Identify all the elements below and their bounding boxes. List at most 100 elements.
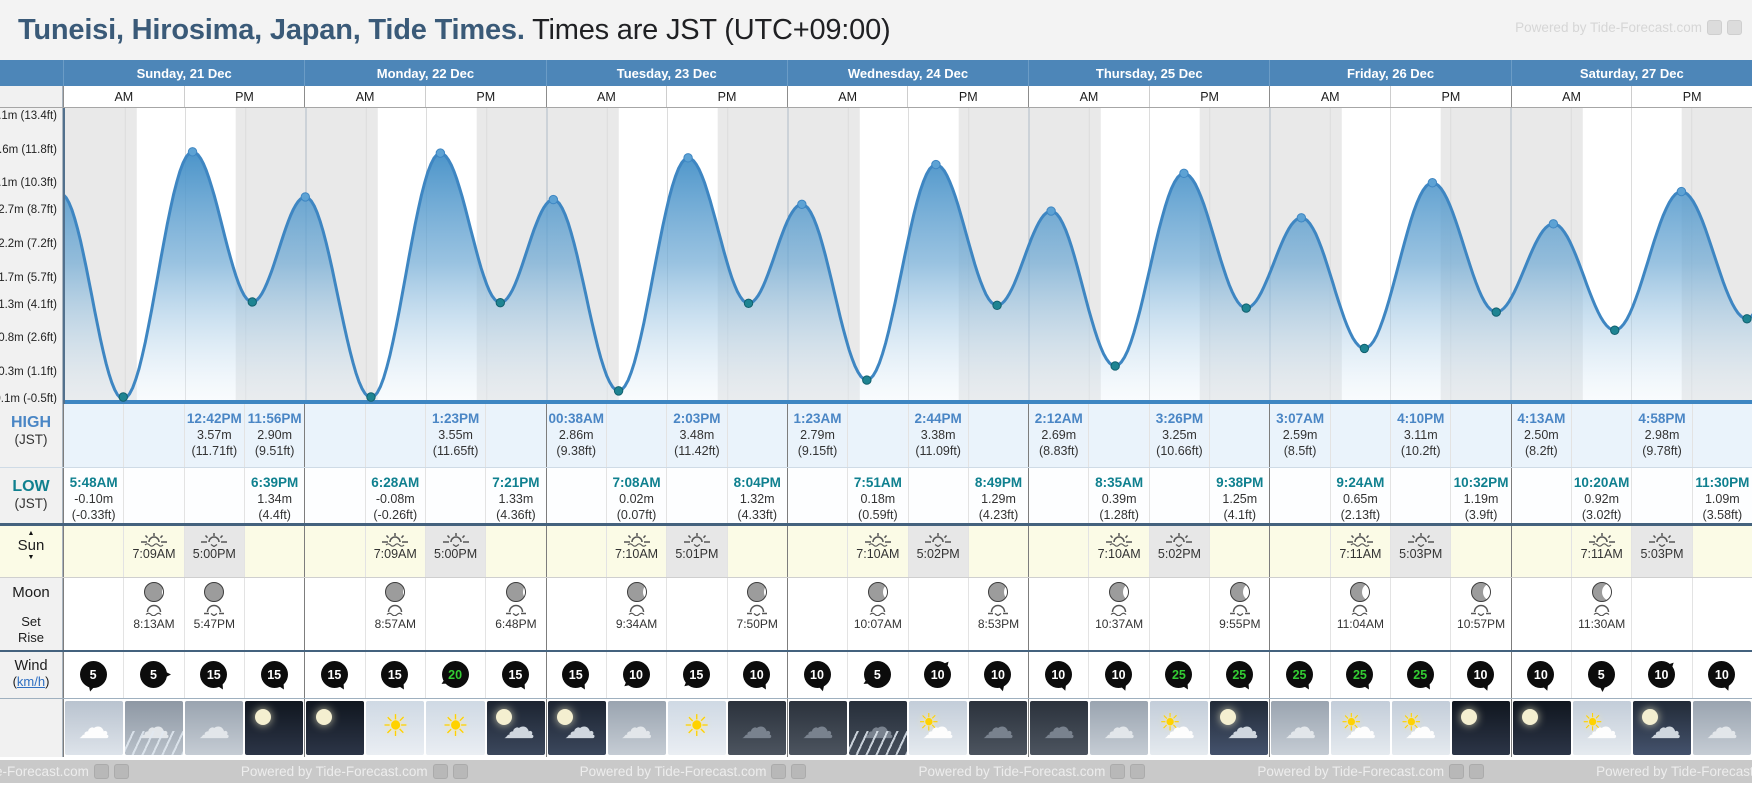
low-tide-entry-time: 6:28AM [371, 475, 420, 490]
footer-powered-by-text[interactable]: Powered by Tide-Forecast.com [918, 764, 1106, 779]
day-column: 7:09AM 5:00PM [63, 526, 304, 577]
wind-unit-link[interactable]: km/h [16, 674, 46, 689]
footer-powered-by-link[interactable]: Powered by Tide-Forecast.com [1257, 764, 1485, 779]
moonset-icon [1351, 604, 1368, 616]
day-subcolumn: ☁ [727, 699, 787, 757]
low-tide-entry-height-ft: (-0.33ft) [71, 507, 116, 522]
app-badge-icon[interactable] [1727, 20, 1742, 35]
powered-by-link[interactable]: Powered by Tide-Forecast.com [1515, 20, 1742, 35]
app-badge-icon[interactable] [771, 764, 787, 779]
weather-partly-day-icon: ☀ ☁ [1150, 701, 1209, 755]
low-tide-entry: 6:28AM -0.08m (-0.26ft) [366, 468, 425, 523]
app-badge-icon[interactable] [432, 764, 448, 779]
day-subcolumn: ☁ [1270, 699, 1330, 757]
moonset-icon [628, 604, 644, 616]
footer-powered-by-link[interactable]: Powered by Tide-Forecast.com [241, 764, 468, 779]
footer-powered-by-text[interactable]: Powered by Tide-Forecast.com [579, 764, 767, 779]
low-tide-entry-height-m: 1.29m [981, 491, 1016, 506]
y-axis-tick-label: 0.3m (1.1ft) [0, 366, 57, 378]
low-tide-entry-time: 9:24AM [1336, 475, 1385, 490]
day-header-text: Tuesday, 23 Dec [616, 65, 717, 81]
day-subcolumn [726, 526, 787, 577]
day-column: 7:51AM 0.18m (0.59ft) 8:49PM 1.29m (4.23ft) [786, 468, 1028, 523]
day-subcolumn: ☁ [1029, 699, 1089, 757]
day-subcolumn [183, 468, 244, 523]
moon-set-entry: 11:30AM [1572, 578, 1631, 631]
footer: Powered by Tide-Forecast.com Powered by T… [0, 757, 1752, 787]
day-column: AM PM [1269, 86, 1510, 107]
footer-powered-by-text[interactable]: Powered by Tide-Forecast.com [1257, 764, 1445, 779]
wind-indicator: 5 [138, 659, 171, 691]
weather-row-label [0, 699, 63, 757]
high-tide-entry-time: 11:56PM [247, 411, 302, 426]
low-tide-entry-time: 10:20AM [1573, 475, 1630, 490]
moon-phase-icon [1471, 582, 1492, 602]
app-badge-icon[interactable] [93, 764, 109, 779]
wind-speed-value: 25 [1286, 661, 1314, 688]
high-tide-row: HIGH (JST) 12:42PM 3.57m (11.71ft) 11:56PM 2… [0, 404, 1752, 468]
day-subcolumn: 12:42PM 3.57m (11.71ft) [183, 404, 244, 467]
sunset-entry: 5:02PM [909, 526, 968, 561]
high-tide-entry-height-ft: (8.5ft) [1283, 443, 1317, 458]
high-tide-entry-height-m: 2.98m [1644, 427, 1680, 442]
low-tide-entry-height-m: 1.25m [1222, 491, 1258, 506]
sunset-icon [201, 533, 228, 547]
sunset-icon [442, 533, 469, 547]
footer-powered-by-link[interactable]: Powered by Tide-Forecast.com [0, 764, 129, 779]
day-column: 9:24AM 0.65m (2.13ft) 10:32PM 1.19m (3.9ft) [1269, 468, 1510, 523]
footer-powered-by-link[interactable]: Powered by Tide-Forecast.com [1596, 764, 1752, 779]
low-tide-entry: 8:49PM 1.29m (4.23ft) [969, 468, 1028, 523]
footer-powered-by-link[interactable]: Powered by Tide-Forecast.com [918, 764, 1146, 779]
footer-powered-by-text[interactable]: Powered by Tide-Forecast.com [0, 764, 89, 779]
high-tide-entry: 2:44PM 3.38m (11.09ft) [909, 404, 968, 459]
day-subcolumn [305, 578, 364, 650]
moon-set-time: 10:07AM [853, 617, 902, 631]
tide-chart-y-axis: -0.1m (-0.5ft) 0.3m (1.1ft) 0.8m (2.6ft) 1.… [0, 108, 63, 404]
moon-phase-icon [988, 582, 1009, 602]
weather-glyph-moon [1219, 709, 1236, 726]
weather-glyph-cloud: ☁ [1585, 709, 1618, 746]
app-badge-icon[interactable] [1110, 764, 1126, 779]
weather-glyph-moon [556, 709, 573, 726]
app-badge-icon[interactable] [1469, 764, 1485, 779]
weather-glyph-cloudd: ☁ [1103, 709, 1136, 746]
app-badge-icon[interactable] [113, 764, 129, 779]
day-subcolumn: 5:01PM [666, 526, 727, 577]
high-tide-entry-height-ft: (11.65ft) [432, 443, 479, 458]
day-subcolumn: 15 [547, 652, 606, 698]
day-header-text: Monday, 22 Dec [376, 65, 475, 81]
day-subcolumn [485, 526, 545, 577]
day-subcolumn [1691, 578, 1752, 650]
footer-powered-by-link[interactable]: Powered by Tide-Forecast.com [580, 764, 807, 779]
day-subcolumn: ☀ ☁ [1149, 699, 1209, 757]
day-column: 7:11AM 5:03PM [1269, 526, 1510, 577]
wind-speed-value: 10 [1467, 661, 1495, 688]
app-badge-icon[interactable] [1130, 764, 1146, 779]
app-badge-icon[interactable] [452, 764, 468, 779]
powered-by-text[interactable]: Powered by Tide-Forecast.com [1515, 20, 1702, 35]
day-subcolumn [243, 526, 304, 577]
weather-clear-night-icon [306, 701, 365, 755]
high-row-label: HIGH (JST) [0, 404, 63, 467]
app-badge-icon[interactable] [791, 764, 807, 779]
day-column: 7:10AM 5:02PM [1028, 526, 1269, 577]
low-tide-entry-height-ft: (3.9ft) [1464, 507, 1498, 522]
app-badge-icon[interactable] [1707, 20, 1722, 35]
sunset-entry: 5:00PM [185, 526, 244, 561]
am-header: AM [1079, 89, 1099, 104]
day-subcolumn: ☁ [64, 699, 124, 757]
day-subcolumn: ☁ [184, 699, 244, 757]
sunset-time: 5:03PM [1640, 547, 1684, 561]
day-subcolumn: 5:00PM [424, 526, 486, 577]
footer-powered-by-text[interactable]: Powered by Tide-Forecast.com [240, 764, 428, 779]
day-subcolumn [847, 404, 907, 467]
weather-glyph-sun: ☀ [1340, 709, 1362, 737]
day-subcolumn: ☁ [124, 699, 184, 757]
moon-phase-icon [747, 582, 768, 602]
weather-sunny-icon: ☀ [667, 701, 726, 755]
day-subcolumn: 25 [1209, 652, 1269, 698]
y-axis-tick-label: 3.1m (10.3ft) [0, 177, 57, 190]
app-badge-icon[interactable] [1449, 764, 1465, 779]
footer-powered-by-text[interactable]: Powered by Tide-Forecast.com [1596, 764, 1752, 779]
day-subcolumn [907, 578, 968, 650]
